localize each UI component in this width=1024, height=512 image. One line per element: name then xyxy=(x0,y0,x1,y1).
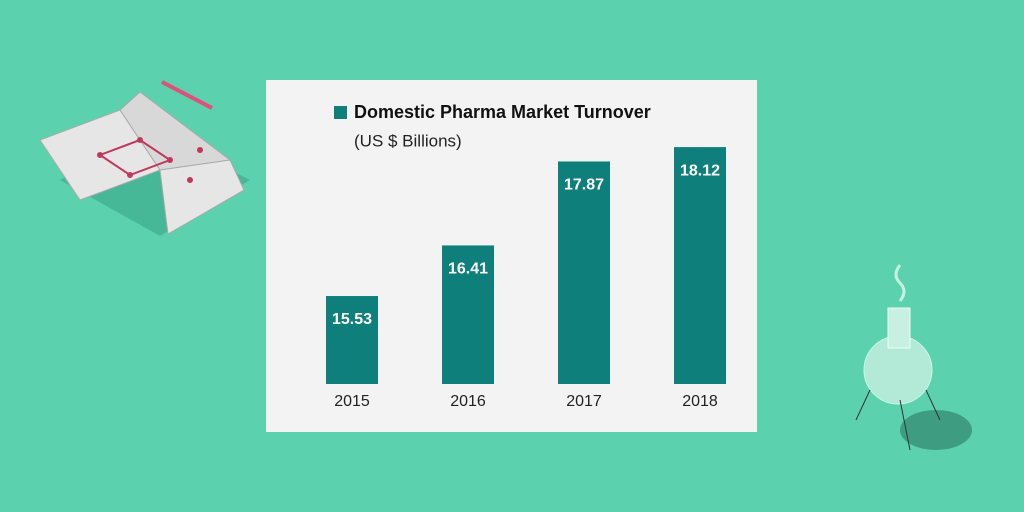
chart-title: Domestic Pharma Market Turnover xyxy=(354,102,651,122)
bar xyxy=(442,245,494,384)
map-illustration xyxy=(39,80,250,236)
bar xyxy=(326,296,378,384)
value-label: 17.87 xyxy=(564,177,604,194)
bar xyxy=(674,147,726,384)
x-tick-label: 2017 xyxy=(566,393,602,410)
bar xyxy=(558,161,610,384)
x-tick-label: 2018 xyxy=(682,393,718,410)
value-label: 16.41 xyxy=(448,261,488,278)
value-label: 15.53 xyxy=(332,311,372,328)
chart-subtitle: (US $ Billions) xyxy=(354,131,462,150)
x-tick-label: 2015 xyxy=(334,393,370,410)
legend-swatch xyxy=(334,106,347,119)
value-label: 18.12 xyxy=(680,162,720,179)
x-tick-label: 2016 xyxy=(450,393,486,410)
flask-illustration xyxy=(855,264,972,451)
